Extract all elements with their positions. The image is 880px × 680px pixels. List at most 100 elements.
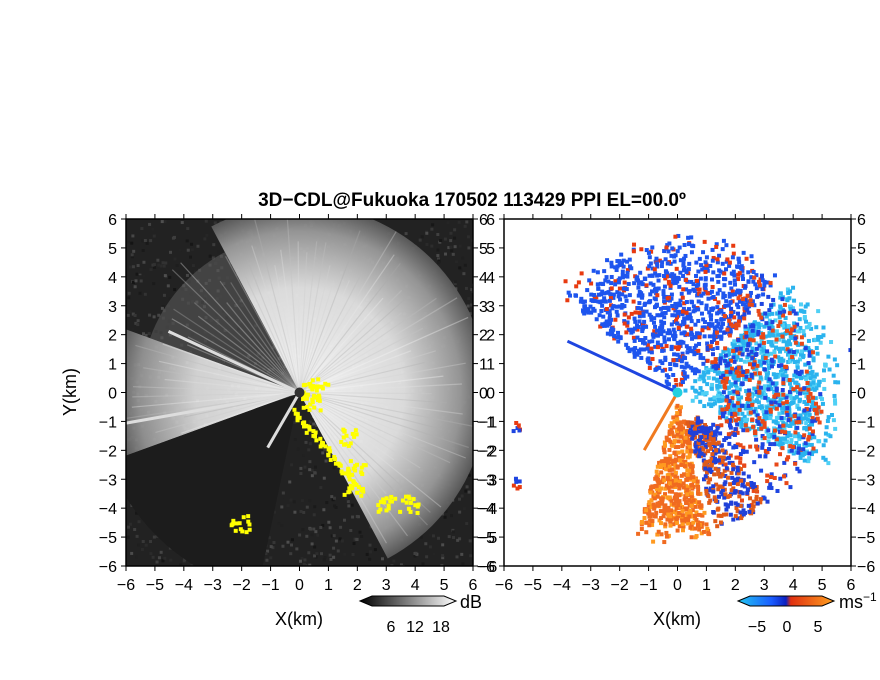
velocity-cell: [826, 415, 831, 420]
velocity-cell: [746, 503, 751, 508]
velocity-cell: [681, 340, 686, 345]
noise-speck: [447, 246, 451, 250]
noise-speck: [455, 555, 459, 559]
velocity-cell: [674, 318, 679, 323]
velocity-cell: [750, 365, 755, 370]
velocity-cell: [784, 457, 789, 462]
x-tick-label: 5: [440, 577, 449, 594]
velocity-cell: [702, 379, 707, 384]
velocity-cell: [754, 346, 759, 351]
velocity-cell: [694, 534, 699, 539]
velocity-cell: [801, 416, 806, 421]
velocity-cell: [662, 460, 667, 465]
velocity-cell: [690, 368, 695, 373]
velocity-cell: [681, 287, 686, 292]
velocity-cell: [711, 441, 716, 446]
velocity-cell: [598, 281, 603, 286]
velocity-cell: [687, 437, 692, 442]
velocity-cell: [665, 296, 670, 301]
velocity-cell: [723, 277, 728, 282]
velocity-cell: [681, 524, 686, 529]
velocity-cell: [714, 244, 719, 249]
velocity-cell: [750, 508, 755, 513]
velocity-cell: [655, 494, 660, 499]
velocity-cell: [789, 396, 794, 401]
velocity-cell: [665, 473, 670, 478]
velocity-cell: [747, 359, 752, 364]
velocity-cell: [740, 352, 745, 357]
noise-speck: [319, 552, 323, 556]
velocity-cell: [781, 346, 786, 351]
high-reflectivity-cell: [344, 433, 349, 438]
velocity-cell: [574, 284, 579, 289]
x-tick-label: 1: [324, 577, 333, 594]
high-reflectivity-cell: [310, 387, 315, 392]
velocity-cell: [806, 324, 811, 329]
velocity-cell: [736, 377, 741, 382]
velocity-cell: [690, 385, 695, 390]
velocity-cell: [707, 443, 712, 448]
velocity-cell: [661, 289, 666, 294]
velocity-cell: [711, 437, 716, 442]
velocity-cell: [768, 407, 773, 412]
velocity-cell: [767, 485, 772, 490]
velocity-cell: [736, 296, 741, 301]
velocity-cell: [684, 270, 689, 275]
velocity-cell: [740, 277, 745, 282]
y-tick-label: −5: [99, 530, 117, 547]
velocity-beam: [566, 339, 679, 394]
velocity-cell: [757, 325, 762, 330]
velocity-cell: [759, 301, 764, 306]
noise-speck: [135, 272, 139, 276]
velocity-cell: [670, 430, 675, 435]
noise-speck: [168, 296, 172, 300]
velocity-cell: [781, 392, 786, 397]
velocity-cell: [693, 526, 698, 531]
velocity-cell: [757, 279, 762, 284]
velocity-cell: [652, 316, 657, 321]
velocity-cell: [660, 260, 665, 265]
velocity-cell: [657, 488, 662, 493]
velocity-cell: [696, 369, 701, 374]
noise-speck: [126, 313, 130, 317]
velocity-cell: [782, 426, 787, 431]
high-reflectivity-cell: [297, 415, 302, 420]
velocity-cell: [616, 294, 621, 299]
velocity-cell: [661, 514, 666, 519]
velocity-cell: [641, 313, 646, 318]
velocity-cell: [709, 289, 714, 294]
velocity-cell: [712, 395, 717, 400]
velocity-cell: [788, 342, 793, 347]
velocity-cell: [808, 382, 813, 387]
velocity-cell: [737, 271, 742, 276]
noise-speck: [152, 535, 156, 539]
velocity-cell: [685, 445, 690, 450]
velocity-cell: [727, 352, 732, 357]
radial-streak: [298, 265, 331, 393]
velocity-cell: [682, 330, 687, 335]
noise-speck: [281, 544, 285, 548]
velocity-cell: [697, 256, 702, 261]
velocity-cell: [755, 501, 760, 506]
y-tick-label: 5: [479, 241, 488, 258]
velocity-cell: [635, 352, 640, 357]
velocity-cell: [704, 431, 709, 436]
x-axis-label-left: X(km): [275, 609, 323, 629]
velocity-cell: [618, 336, 623, 341]
velocity-cell: [686, 235, 691, 240]
velocity-cell: [755, 447, 760, 452]
velocity-cell: [788, 485, 793, 490]
velocity-cell: [738, 456, 743, 461]
velocity-cell: [622, 280, 627, 285]
velocity-cell: [650, 245, 655, 250]
velocity-cell: [722, 271, 727, 276]
velocity-cell: [665, 438, 670, 443]
velocity-cell: [682, 319, 687, 324]
high-reflectivity-cell: [240, 529, 245, 534]
noise-speck: [193, 270, 197, 274]
velocity-cell: [721, 373, 726, 378]
velocity-cell: [770, 311, 775, 316]
high-reflectivity-cell: [406, 494, 411, 499]
velocity-cell: [747, 509, 752, 514]
velocity-cell: [826, 461, 831, 466]
